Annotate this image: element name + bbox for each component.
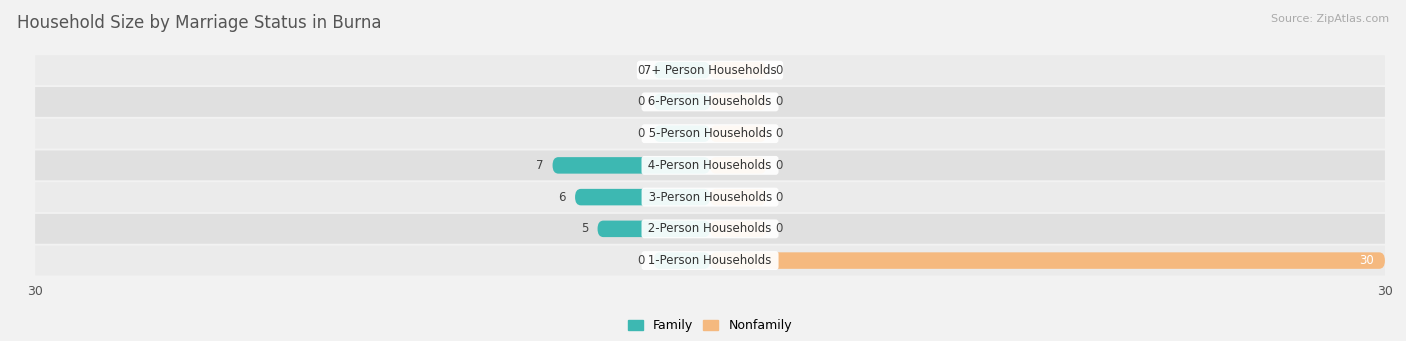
FancyBboxPatch shape — [710, 94, 766, 110]
Text: Source: ZipAtlas.com: Source: ZipAtlas.com — [1271, 14, 1389, 24]
Text: 4-Person Households: 4-Person Households — [644, 159, 776, 172]
Text: 0: 0 — [637, 95, 645, 108]
Text: 6: 6 — [558, 191, 567, 204]
FancyBboxPatch shape — [654, 125, 710, 142]
FancyBboxPatch shape — [35, 55, 1385, 85]
Text: 0: 0 — [775, 222, 783, 235]
FancyBboxPatch shape — [710, 252, 1385, 269]
Text: 1-Person Households: 1-Person Households — [644, 254, 776, 267]
FancyBboxPatch shape — [35, 119, 1385, 149]
FancyBboxPatch shape — [553, 157, 710, 174]
Text: 0: 0 — [775, 127, 783, 140]
Text: 6-Person Households: 6-Person Households — [644, 95, 776, 108]
FancyBboxPatch shape — [710, 157, 766, 174]
FancyBboxPatch shape — [35, 150, 1385, 180]
FancyBboxPatch shape — [710, 62, 766, 78]
Text: 0: 0 — [775, 64, 783, 77]
Text: 7+ Person Households: 7+ Person Households — [640, 64, 780, 77]
Text: 0: 0 — [637, 254, 645, 267]
FancyBboxPatch shape — [35, 87, 1385, 117]
FancyBboxPatch shape — [710, 221, 766, 237]
FancyBboxPatch shape — [710, 189, 766, 205]
Text: 7: 7 — [536, 159, 544, 172]
Text: 5-Person Households: 5-Person Households — [644, 127, 776, 140]
FancyBboxPatch shape — [35, 246, 1385, 276]
Text: 0: 0 — [637, 127, 645, 140]
Text: 3-Person Households: 3-Person Households — [644, 191, 776, 204]
FancyBboxPatch shape — [35, 182, 1385, 212]
FancyBboxPatch shape — [654, 94, 710, 110]
Text: 0: 0 — [775, 159, 783, 172]
Text: 0: 0 — [775, 95, 783, 108]
FancyBboxPatch shape — [598, 221, 710, 237]
Text: Household Size by Marriage Status in Burna: Household Size by Marriage Status in Bur… — [17, 14, 381, 32]
FancyBboxPatch shape — [654, 62, 710, 78]
Text: 0: 0 — [775, 191, 783, 204]
Text: 0: 0 — [637, 64, 645, 77]
Legend: Family, Nonfamily: Family, Nonfamily — [623, 314, 797, 337]
FancyBboxPatch shape — [654, 252, 710, 269]
Text: 2-Person Households: 2-Person Households — [644, 222, 776, 235]
FancyBboxPatch shape — [35, 214, 1385, 244]
FancyBboxPatch shape — [575, 189, 710, 205]
FancyBboxPatch shape — [710, 125, 766, 142]
Text: 30: 30 — [1360, 254, 1374, 267]
Text: 5: 5 — [581, 222, 589, 235]
